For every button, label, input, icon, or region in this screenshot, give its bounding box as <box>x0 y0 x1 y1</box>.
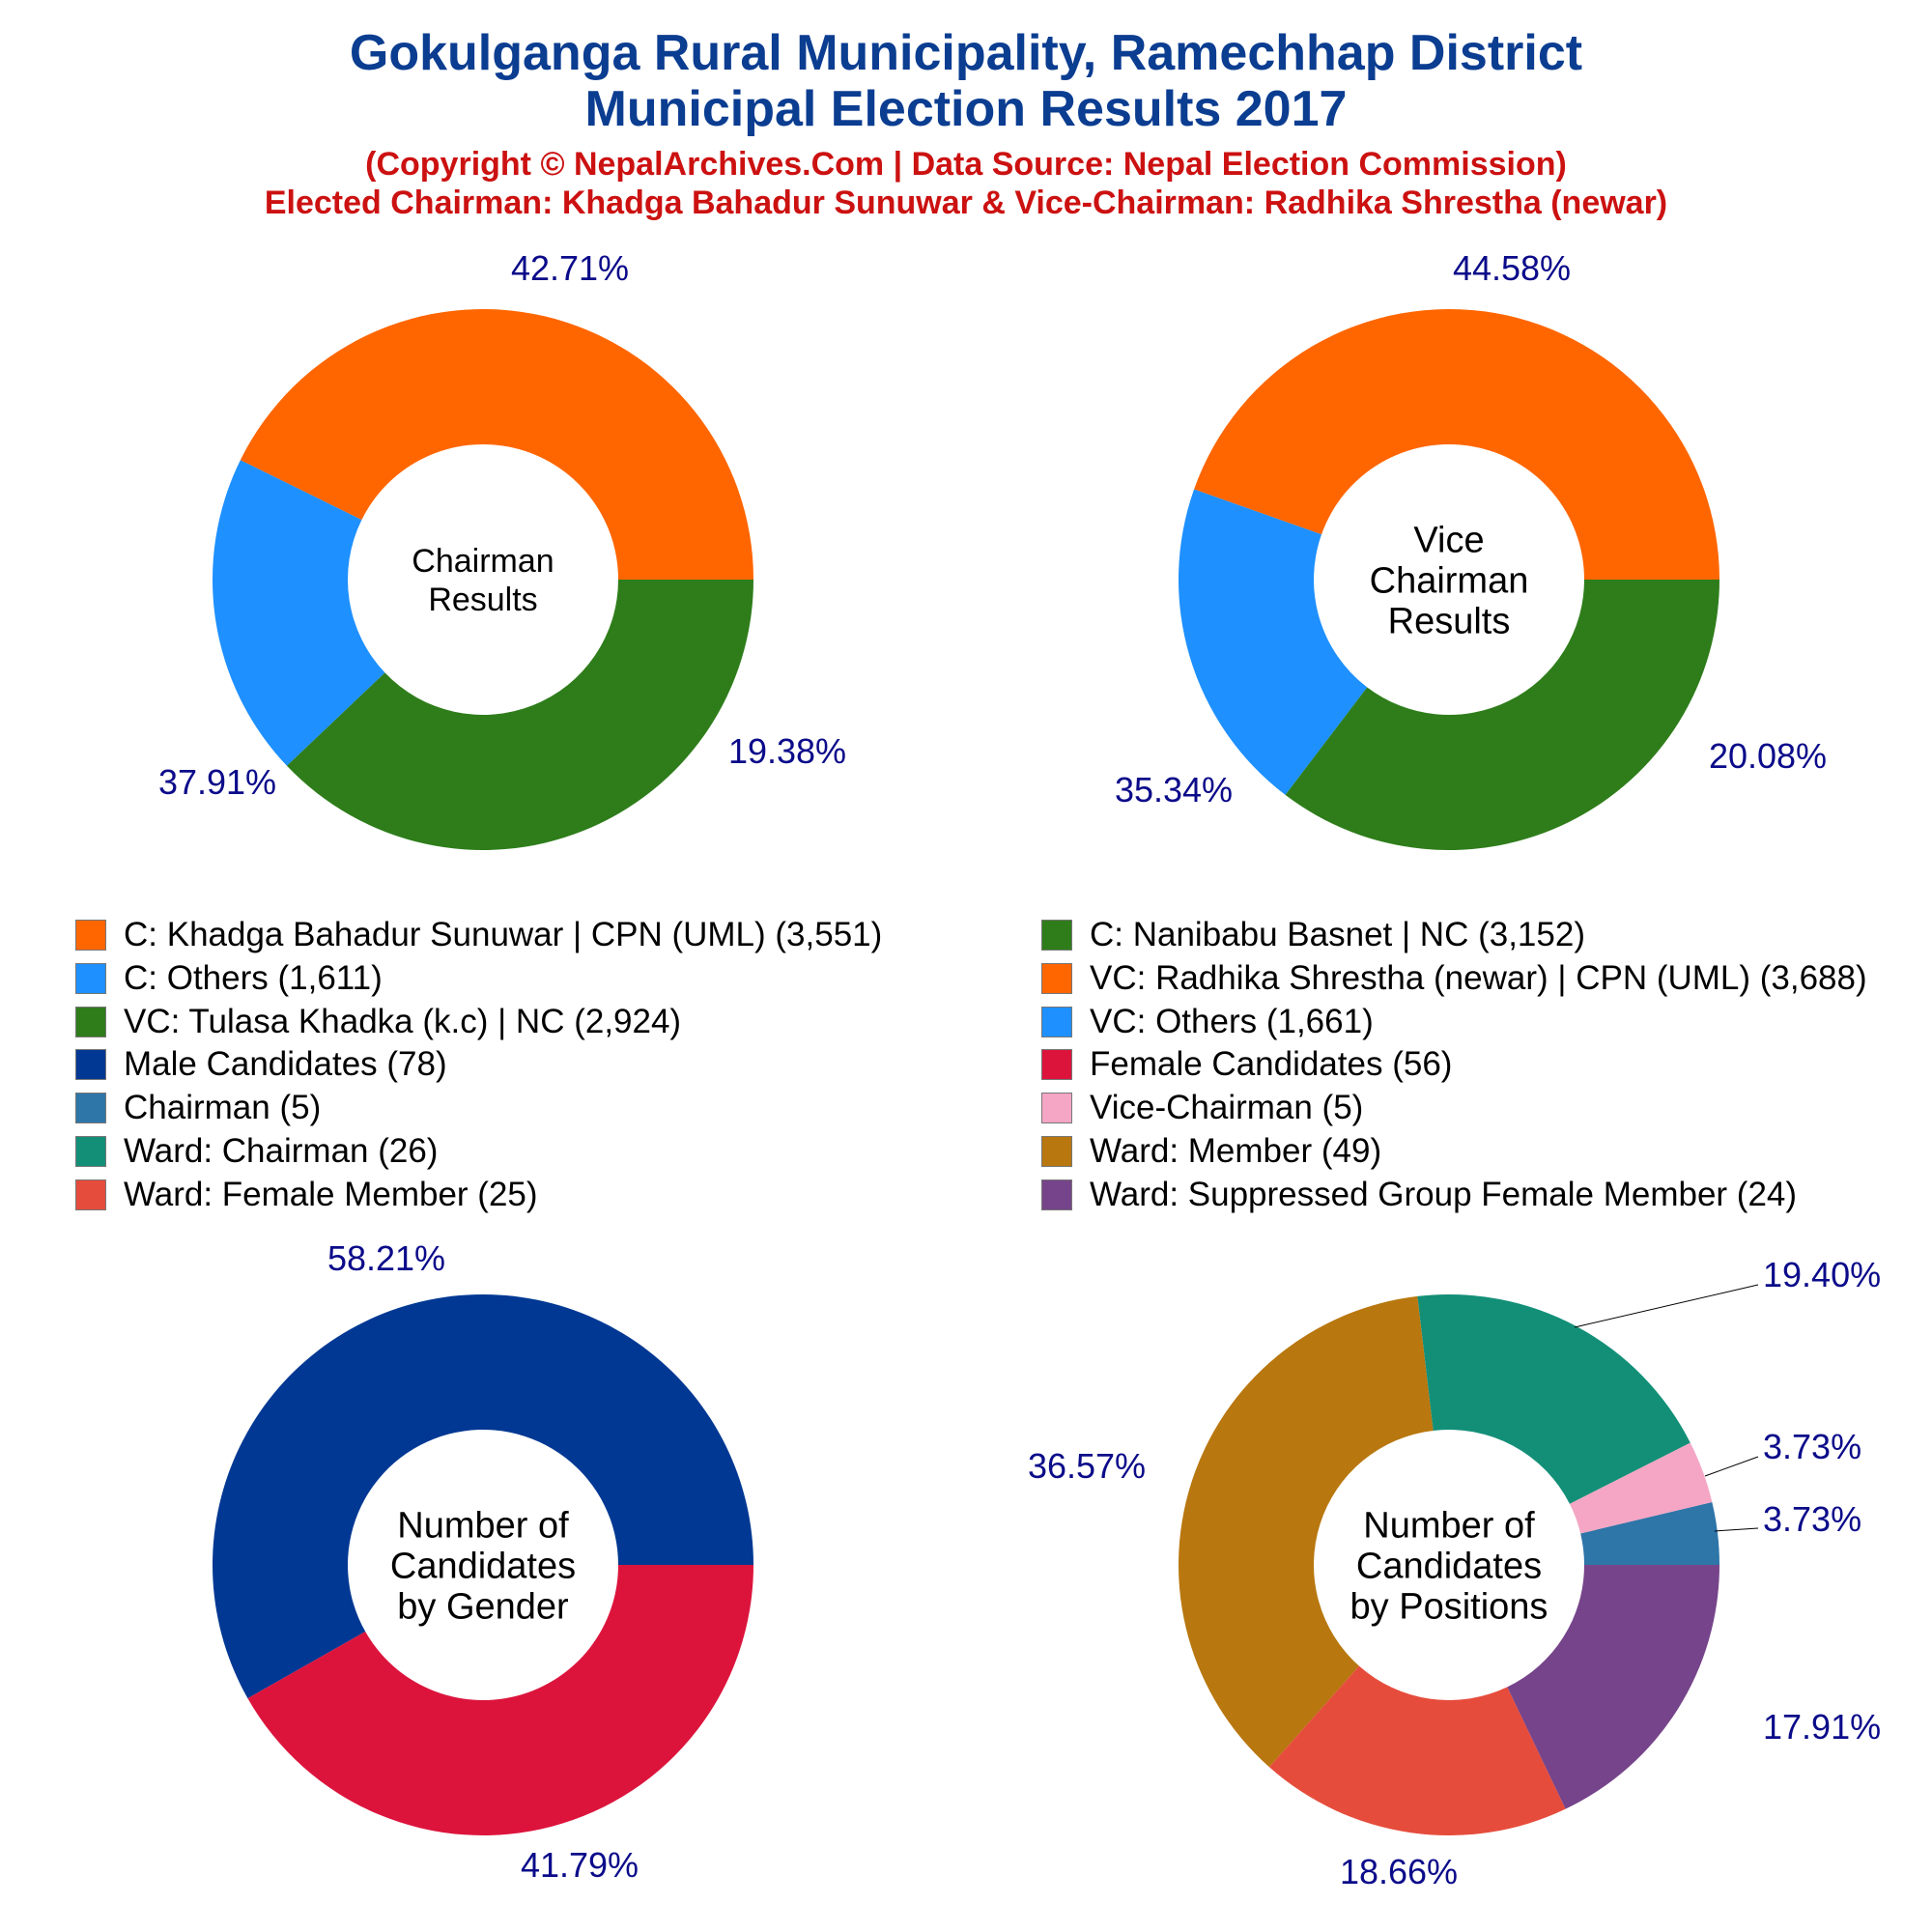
legend-swatch <box>75 1179 106 1210</box>
chart1-pct-label: 37.91% <box>158 762 276 802</box>
chart4-center-label: by Positions <box>1350 1586 1548 1627</box>
chart4-slice-vice-chairman <box>1569 1442 1713 1534</box>
legend-label: VC: Radhika Shrestha (newar) | CPN (UML)… <box>1090 958 1867 997</box>
chart3-center-label: by Gender <box>397 1586 569 1627</box>
legend-item: Male Candidates (78) <box>75 1045 447 1084</box>
legend-swatch <box>75 1049 106 1081</box>
chart4-leader-line <box>1714 1527 1759 1532</box>
legend-item: VC: Tulasa Khadka (k.c) | NC (2,924) <box>75 1003 681 1041</box>
legend-label: Chairman (5) <box>124 1089 322 1127</box>
legend-swatch <box>1041 1049 1072 1081</box>
chart2-center-label: Chairman <box>1370 560 1529 601</box>
chart2-slice-vc-others <box>1179 489 1368 795</box>
legend-swatch <box>75 1136 106 1167</box>
legend-item: VC: Radhika Shrestha (newar) | CPN (UML)… <box>1041 959 1930 998</box>
chart4-pct-label: 3.73% <box>1763 1499 1861 1539</box>
legend-swatch <box>1041 1179 1072 1210</box>
chart1-center-label: Chairman <box>412 543 554 580</box>
legend-label: Ward: Chairman (26) <box>124 1132 439 1170</box>
chart3-slice-female-candidates <box>247 1565 753 1835</box>
chart2-pct-label: 44.58% <box>1453 248 1571 288</box>
legend-item: Female Candidates (56) <box>1041 1045 1930 1084</box>
chart1-slice-c-nanibabu-basnet-nc <box>286 580 753 850</box>
copyright-source-line: (Copyright © NepalArchives.Com | Data So… <box>365 146 1567 183</box>
legend-label: Ward: Member (49) <box>1090 1132 1382 1170</box>
legend-item: Vice-Chairman (5) <box>1041 1089 1930 1127</box>
legend-label: Vice-Chairman (5) <box>1090 1089 1364 1127</box>
legend-item: VC: Others (1,661) <box>1041 1003 1930 1041</box>
legend-item: C: Khadga Bahadur Sunuwar | CPN (UML) (3… <box>75 916 882 954</box>
chart2-center-label: Results <box>1388 601 1511 641</box>
legend-swatch <box>1041 1006 1072 1037</box>
legend-item: Ward: Chairman (26) <box>75 1132 438 1171</box>
chart-title-line2: Municipal Election Results 2017 <box>584 81 1348 137</box>
chart4-pct-label: 3.73% <box>1763 1427 1861 1466</box>
chart4-slice-chairman <box>1580 1501 1719 1565</box>
legend-label: Ward: Suppressed Group Female Member (24… <box>1090 1175 1798 1213</box>
legend-item: Ward: Member (49) <box>1041 1132 1930 1171</box>
elected-officials-line: Elected Chairman: Khadga Bahadur Sunuwar… <box>264 185 1668 221</box>
chart4-slice-ward-member <box>1179 1295 1434 1768</box>
chart1-pct-label: 42.71% <box>511 248 629 288</box>
chart4-leader-line <box>1704 1456 1759 1477</box>
chart4-leader-line <box>1574 1284 1759 1328</box>
legend-label: C: Others (1,611) <box>124 958 383 997</box>
chart2-slice-vc-tulasa-khadka-k-c-nc <box>1285 580 1719 851</box>
chart3-slice-male-candidates <box>213 1294 753 1699</box>
legend-swatch <box>75 1093 106 1124</box>
chart1-pct-label: 19.38% <box>728 731 846 771</box>
chart1-slice-c-others <box>213 460 385 766</box>
legend-item: C: Others (1,611) <box>75 959 383 998</box>
legend-label: Female Candidates (56) <box>1090 1045 1453 1084</box>
legend-swatch <box>75 962 106 994</box>
chart2-pct-label: 35.34% <box>1115 770 1233 810</box>
chart4-pct-label: 18.66% <box>1340 1852 1458 1891</box>
chart2-center-label: Vice <box>1413 520 1484 560</box>
chart2-pct-label: 20.08% <box>1709 736 1827 776</box>
legend-label: C: Khadga Bahadur Sunuwar | CPN (UML) (3… <box>124 916 883 953</box>
chart4-pct-label: 17.91% <box>1763 1707 1881 1747</box>
legend-swatch <box>75 1006 106 1037</box>
legend-swatch <box>75 920 106 951</box>
legend-swatch <box>1041 962 1072 994</box>
chart1-slice-c-khadga-bahadur-sunuwar-cpn-uml <box>240 308 753 580</box>
chart4-slice-ward-female-member <box>1268 1665 1566 1836</box>
legend-swatch <box>1041 920 1072 951</box>
chart1-center-label: Results <box>428 582 537 618</box>
chart3-pct-label: 58.21% <box>327 1238 445 1278</box>
legend-label: Ward: Female Member (25) <box>124 1175 538 1213</box>
chart4-center-label: Candidates <box>1356 1546 1542 1586</box>
chart-title-line1: Gokulganga Rural Municipality, Ramechhap… <box>349 25 1583 81</box>
chart3-center-label: Number of <box>397 1505 569 1546</box>
chart4-slice-ward-suppressed-group-female-member <box>1507 1565 1719 1809</box>
legend-item: C: Nanibabu Basnet | NC (3,152) <box>1041 916 1930 954</box>
chart4-center-label: Number of <box>1363 1505 1535 1546</box>
legend-swatch <box>1041 1093 1072 1124</box>
legend-item: Ward: Suppressed Group Female Member (24… <box>1041 1176 1930 1214</box>
legend-label: C: Nanibabu Basnet | NC (3,152) <box>1090 916 1585 953</box>
chart4-pct-label: 19.40% <box>1763 1255 1881 1294</box>
legend-item: Chairman (5) <box>75 1089 321 1127</box>
chart4-pct-label: 36.57% <box>1028 1446 1146 1486</box>
legend-label: VC: Others (1,661) <box>1090 1002 1374 1040</box>
legend-swatch <box>1041 1136 1072 1167</box>
chart3-center-label: Candidates <box>390 1546 576 1586</box>
legend-label: Male Candidates (78) <box>124 1045 447 1084</box>
chart4-slice-ward-chairman <box>1417 1294 1690 1504</box>
chart2-slice-vc-radhika-shrestha-newar-cpn-uml <box>1194 308 1719 580</box>
legend-label: VC: Tulasa Khadka (k.c) | NC (2,924) <box>124 1002 682 1040</box>
chart3-pct-label: 41.79% <box>521 1845 639 1885</box>
legend-item: Ward: Female Member (25) <box>75 1176 538 1214</box>
